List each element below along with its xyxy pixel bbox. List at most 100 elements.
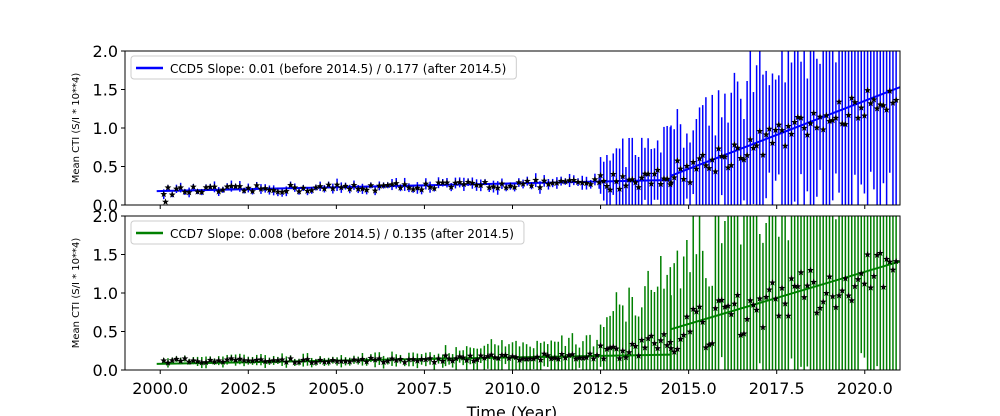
data-point — [591, 175, 599, 183]
data-point — [282, 358, 290, 366]
data-point — [638, 336, 646, 343]
data-point — [463, 356, 471, 364]
data-point — [788, 130, 795, 138]
data-point — [460, 180, 468, 188]
data-point — [447, 183, 455, 190]
data-point — [841, 120, 849, 128]
data-point — [660, 175, 668, 182]
data-point — [835, 98, 843, 105]
data-point — [291, 184, 299, 191]
data-point — [371, 356, 379, 363]
data-point — [692, 165, 700, 172]
data-point — [845, 111, 852, 119]
x-tick-label: 2000.0 — [132, 379, 188, 398]
data-point — [880, 101, 887, 109]
data-point — [278, 356, 286, 363]
data-point — [622, 182, 630, 189]
data-point — [625, 176, 633, 183]
data-point — [613, 345, 620, 352]
data-point — [864, 86, 872, 94]
data-point — [244, 184, 252, 191]
data-point — [557, 177, 565, 185]
data-point — [380, 358, 387, 366]
data-point — [164, 359, 172, 366]
data-point — [528, 182, 535, 189]
data-point — [359, 355, 366, 363]
data-point — [215, 357, 223, 364]
data-point — [654, 166, 662, 174]
data-point — [367, 354, 375, 362]
data-point — [189, 183, 197, 190]
data-point — [473, 181, 480, 188]
data-point — [392, 179, 400, 187]
data-point — [750, 144, 757, 152]
data-point — [644, 170, 652, 177]
data-point — [746, 135, 754, 143]
data-point — [253, 181, 261, 189]
data-point — [666, 338, 674, 346]
data-point — [511, 183, 519, 191]
data-point — [375, 182, 383, 189]
data-point — [784, 122, 792, 130]
data-point — [845, 292, 852, 299]
data-point — [515, 178, 523, 186]
data-point — [261, 357, 269, 365]
data-point — [189, 357, 197, 364]
data-point — [244, 357, 252, 364]
y-tick-label: 2.0 — [93, 207, 118, 226]
y-tick-label: 0.0 — [93, 361, 118, 380]
data-point — [603, 345, 611, 352]
data-point — [613, 177, 620, 185]
data-point — [342, 182, 349, 190]
data-point — [576, 354, 583, 361]
data-point — [721, 153, 729, 160]
data-point — [778, 126, 786, 134]
data-point — [558, 350, 566, 358]
data-point — [397, 355, 404, 363]
data-point — [392, 356, 400, 364]
data-point — [775, 312, 783, 319]
data-point — [689, 305, 697, 313]
data-point — [807, 266, 814, 274]
data-point — [162, 198, 169, 205]
data-point — [731, 300, 738, 307]
data-point — [683, 162, 691, 169]
data-point — [430, 184, 438, 192]
data-point — [788, 274, 795, 282]
data-point — [232, 356, 240, 364]
data-point — [587, 180, 595, 188]
data-point — [622, 353, 630, 361]
data-point — [320, 185, 328, 192]
data-point — [160, 190, 168, 198]
data-point — [680, 175, 688, 183]
data-point — [554, 355, 562, 362]
data-point — [635, 352, 643, 359]
data-point — [173, 355, 180, 362]
data-point — [873, 251, 881, 259]
data-point — [194, 188, 201, 195]
data-point — [240, 356, 248, 364]
data-point — [498, 351, 506, 358]
data-point — [422, 180, 430, 187]
data-point — [743, 315, 751, 323]
data-point — [211, 358, 218, 365]
data-point — [202, 358, 210, 366]
data-point — [715, 296, 722, 304]
data-point — [616, 185, 624, 192]
data-point — [641, 344, 649, 351]
data-point — [565, 351, 573, 359]
data-point — [724, 164, 732, 171]
data-point — [772, 126, 780, 134]
data-point — [791, 118, 799, 126]
data-point — [491, 353, 499, 361]
data-point — [257, 356, 265, 363]
data-point — [797, 268, 805, 276]
data-point — [532, 176, 540, 184]
data-point — [333, 181, 341, 188]
x-tick-label: 2020.0 — [837, 379, 893, 398]
data-point — [198, 358, 206, 366]
data-point — [177, 184, 185, 191]
data-point — [632, 342, 639, 350]
data-point — [553, 179, 561, 186]
data-point — [549, 179, 557, 186]
